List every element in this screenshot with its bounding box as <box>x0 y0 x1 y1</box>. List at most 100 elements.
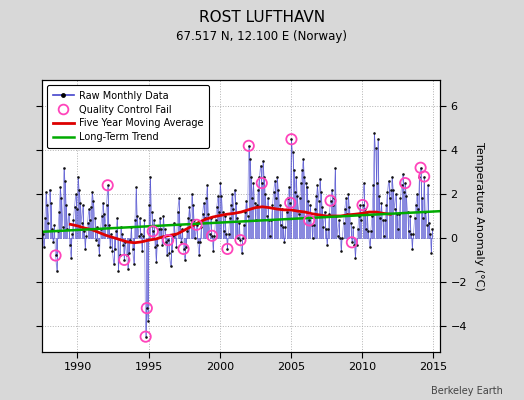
Point <box>300 173 309 180</box>
Point <box>292 173 300 180</box>
Point <box>247 173 255 180</box>
Point <box>62 202 70 208</box>
Point <box>138 248 146 254</box>
Point <box>412 202 420 208</box>
Point <box>345 204 354 210</box>
Point <box>410 215 419 221</box>
Point <box>329 202 337 208</box>
Point <box>283 195 292 202</box>
Point <box>304 198 312 204</box>
Point <box>187 217 195 224</box>
Point <box>405 228 413 234</box>
Point <box>228 191 236 197</box>
Point <box>80 228 88 234</box>
Point <box>192 222 201 228</box>
Point <box>120 257 128 263</box>
Point <box>67 254 75 261</box>
Point <box>390 206 399 213</box>
Point <box>296 195 304 202</box>
Point <box>208 232 216 239</box>
Point <box>385 178 393 184</box>
Point <box>335 217 343 224</box>
Point <box>364 228 373 234</box>
Point <box>248 195 256 202</box>
Point <box>51 252 60 259</box>
Point <box>297 180 305 186</box>
Point <box>71 191 80 197</box>
Point <box>115 252 124 259</box>
Point <box>286 200 294 206</box>
Point <box>399 171 407 178</box>
Point <box>114 268 123 274</box>
Point <box>235 219 244 226</box>
Point <box>223 246 232 252</box>
Point <box>287 136 296 142</box>
Point <box>395 211 403 217</box>
Point <box>148 228 157 234</box>
Point <box>428 226 436 232</box>
Point <box>119 241 127 248</box>
Point <box>70 204 79 210</box>
Point <box>402 193 411 200</box>
Point <box>303 184 311 191</box>
Point <box>400 189 408 195</box>
Point <box>210 232 219 239</box>
Point <box>279 224 287 230</box>
Point <box>367 228 375 234</box>
Point <box>282 208 291 215</box>
Point <box>374 136 382 142</box>
Point <box>312 193 321 200</box>
Point <box>185 204 194 210</box>
Point <box>369 182 377 188</box>
Point <box>102 202 111 208</box>
Point <box>219 208 227 215</box>
Point <box>414 206 422 213</box>
Point <box>287 136 296 142</box>
Point <box>422 222 431 228</box>
Point <box>397 182 406 188</box>
Point <box>143 305 151 311</box>
Point <box>323 241 331 248</box>
Point <box>409 230 418 237</box>
Point <box>291 189 299 195</box>
Point <box>331 164 340 171</box>
Point <box>426 230 434 237</box>
Point <box>99 200 107 206</box>
Point <box>341 206 349 213</box>
Point <box>177 239 185 246</box>
Point <box>132 184 140 191</box>
Point <box>359 180 368 186</box>
Point <box>160 226 169 232</box>
Point <box>31 195 40 202</box>
Point <box>211 217 220 224</box>
Point <box>277 222 285 228</box>
Point <box>259 158 267 164</box>
Point <box>156 215 164 221</box>
Point <box>152 259 160 265</box>
Point <box>127 224 136 230</box>
Point <box>205 230 214 237</box>
Point <box>137 230 145 237</box>
Point <box>301 180 310 186</box>
Point <box>236 237 245 243</box>
Point <box>64 211 73 217</box>
Point <box>293 193 301 200</box>
Point <box>260 173 268 180</box>
Point <box>93 224 101 230</box>
Point <box>46 186 54 193</box>
Point <box>104 182 112 188</box>
Point <box>55 208 63 215</box>
Point <box>42 189 50 195</box>
Point <box>191 235 200 241</box>
Point <box>129 261 138 268</box>
Point <box>168 248 176 254</box>
Point <box>232 200 240 206</box>
Point <box>403 208 412 215</box>
Point <box>427 250 435 256</box>
Point <box>35 241 43 248</box>
Point <box>401 180 409 186</box>
Point <box>308 222 316 228</box>
Point <box>50 222 59 228</box>
Point <box>311 206 319 213</box>
Point <box>206 215 215 221</box>
